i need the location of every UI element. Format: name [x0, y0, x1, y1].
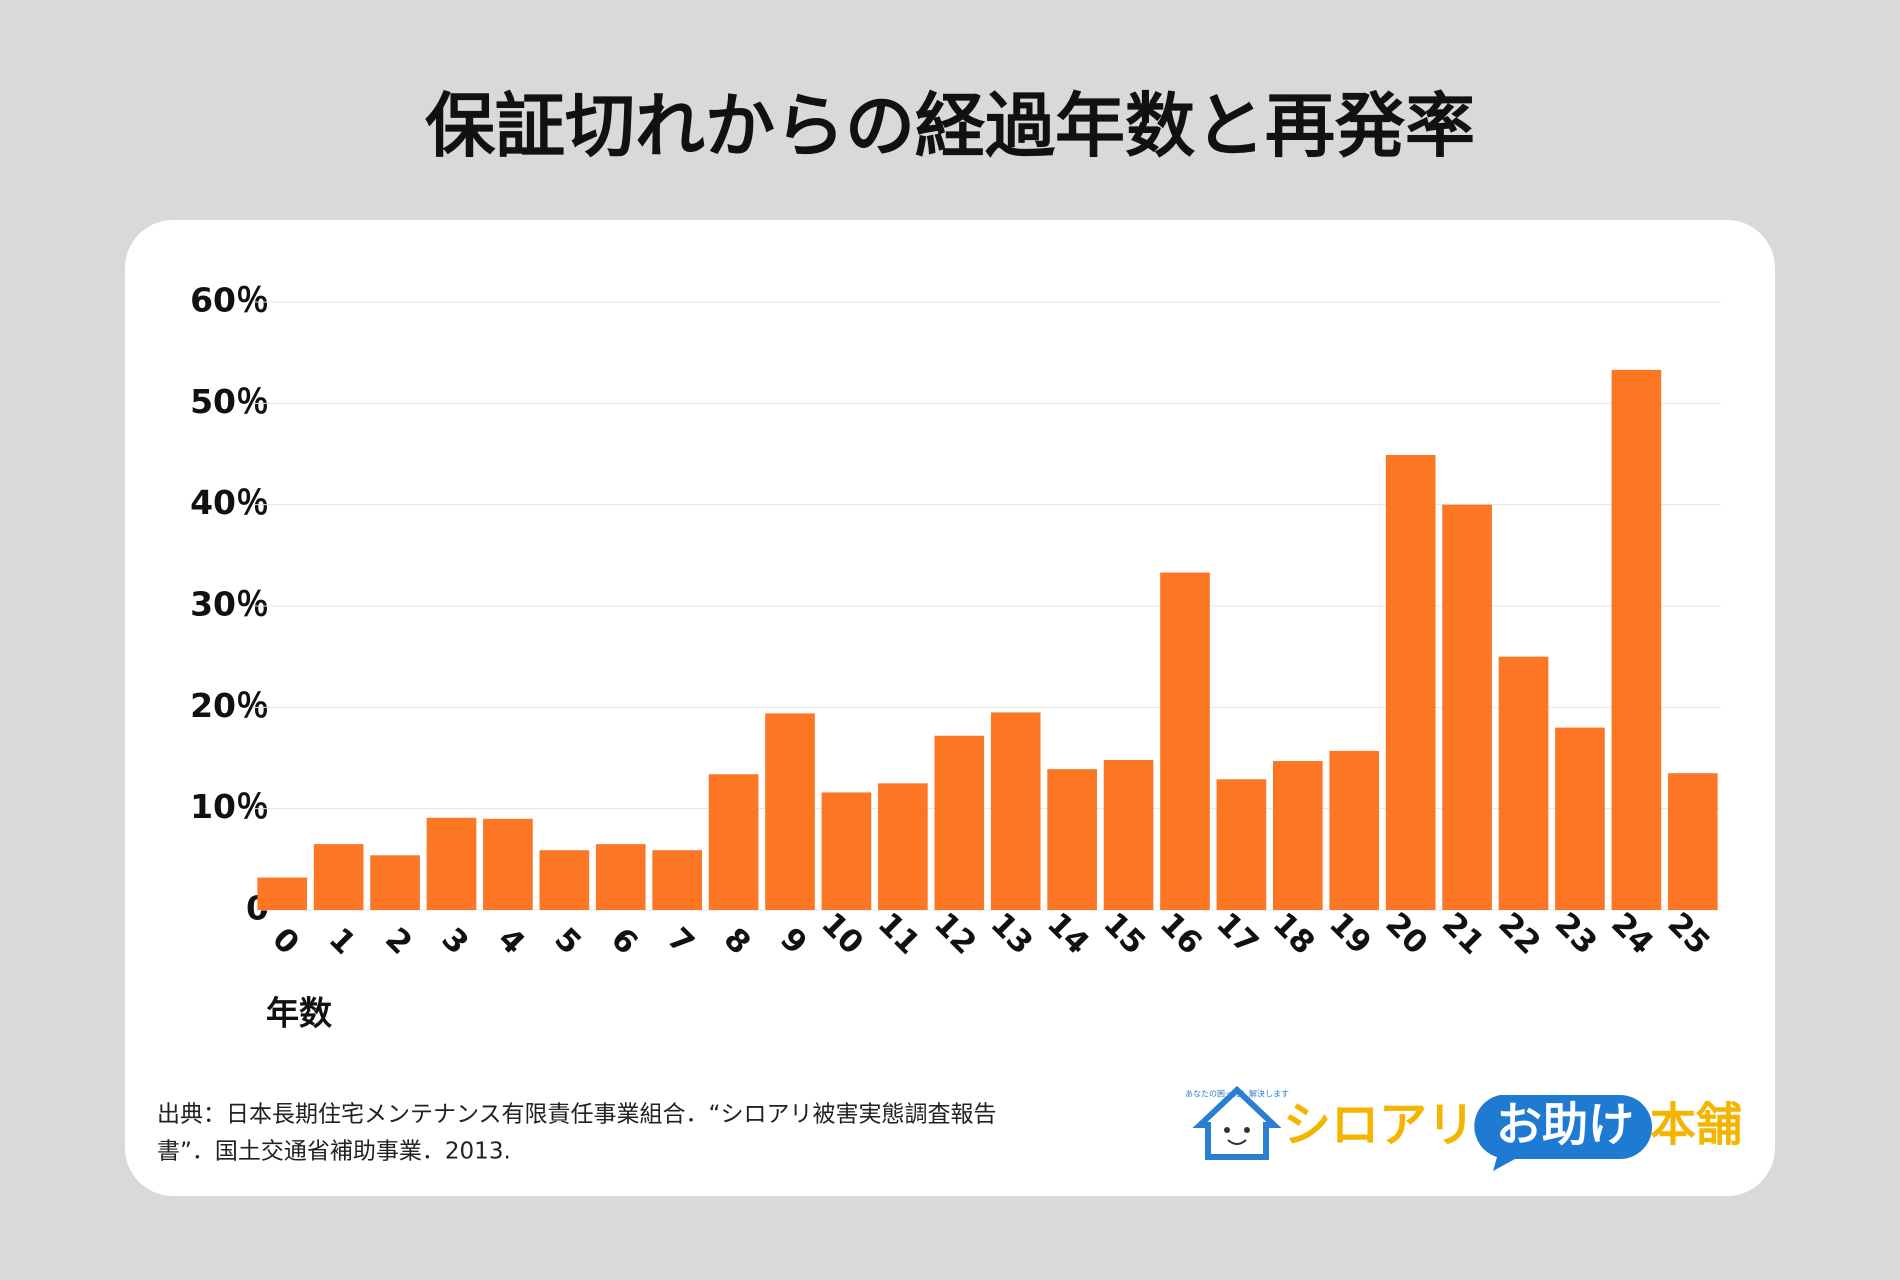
bar: [313, 844, 364, 910]
bar: [708, 774, 759, 910]
bar: [1385, 455, 1436, 910]
chart-title: 保証切れからの経過年数と再発率: [425, 85, 1475, 167]
bar: [1273, 761, 1323, 910]
bar: [934, 735, 985, 910]
bar: [1047, 769, 1097, 910]
bar: [878, 783, 928, 910]
bar: [1555, 727, 1605, 910]
bar: [595, 844, 646, 910]
source-line: 出典：日本長期住宅メンテナンス有限責任事業組合．“シロアリ被害実態調査報告: [157, 1102, 996, 1128]
logo-eye: [1224, 1127, 1230, 1133]
bar: [1160, 572, 1210, 910]
bar: [539, 850, 590, 910]
bar: [426, 817, 477, 910]
x-axis-label: 年数: [266, 994, 333, 1033]
y-tick-label: 60％: [190, 281, 269, 320]
bar: [990, 712, 1041, 910]
y-tick-label: 40％: [190, 483, 269, 522]
bar: [765, 713, 815, 910]
bar: [652, 850, 702, 910]
logo-name: シロアリ: [1283, 1097, 1475, 1153]
y-tick-label: 50％: [190, 382, 269, 421]
y-tick-label: 10％: [190, 787, 269, 826]
bar: [821, 792, 872, 910]
bar: [1216, 779, 1267, 910]
bar: [483, 818, 533, 910]
logo-tagline: あなたの困った！解決します: [1185, 1089, 1289, 1099]
bar: [1611, 369, 1662, 911]
y-tick-label: 20％: [190, 686, 269, 725]
logo-name: お助け: [1496, 1098, 1634, 1152]
card: [125, 220, 1775, 1196]
logo-smile: [1227, 1139, 1247, 1145]
logo: あなたの困った！解決します シロアリ お助け 本舗: [1185, 1085, 1742, 1171]
bar: [257, 877, 308, 910]
source-line: 書”．国土交通省補助事業．2013.: [157, 1139, 511, 1165]
logo-eye: [1244, 1127, 1250, 1133]
logo-bubble: [1474, 1095, 1652, 1171]
bar: [1442, 504, 1492, 910]
bar: [370, 855, 420, 910]
logo-name: 本舗: [1650, 1098, 1742, 1152]
bar: [1329, 750, 1380, 910]
bar: [1667, 773, 1718, 910]
logo-house: [1192, 1085, 1282, 1160]
bar: [1103, 760, 1154, 910]
bar: [1498, 656, 1549, 910]
y-tick-label: 30％: [190, 585, 269, 624]
